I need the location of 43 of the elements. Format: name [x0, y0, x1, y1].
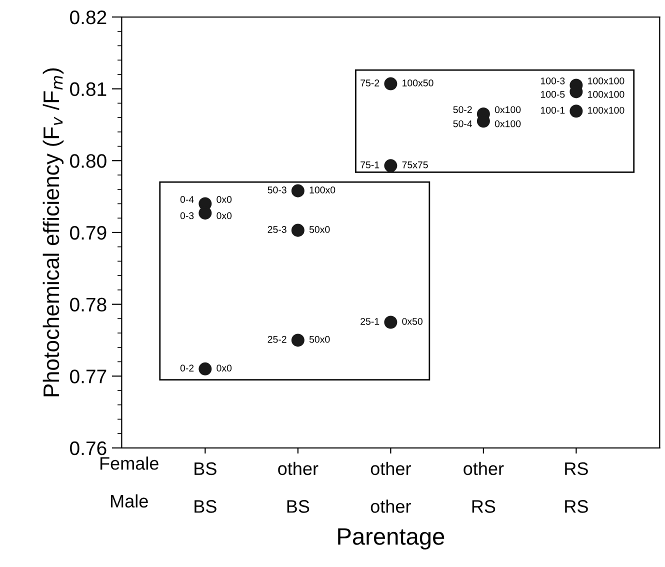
- y-tick-label: 0.80: [70, 154, 106, 168]
- category-label: other BS: [278, 462, 318, 513]
- y-tick-label: 0.77: [70, 370, 106, 384]
- annotation: 100x100: [588, 90, 624, 98]
- annotation: 25-3: [268, 226, 286, 233]
- y-tick-label: 0.81: [70, 82, 106, 96]
- annotation: 75-2: [360, 80, 380, 86]
- annotation: 0-3: [180, 212, 194, 220]
- y-tick-label: 0.82: [70, 10, 106, 24]
- category-label: BS BS: [194, 462, 216, 513]
- annotation: 50-2: [453, 106, 472, 114]
- annotation: 0x0: [216, 364, 232, 372]
- annotation: 75x75: [402, 162, 428, 168]
- annotation: 0x100: [494, 120, 521, 128]
- y-axis-title: Photochemical efficiency (F$_{v}$ /F$_{m}$): [42, 68, 64, 396]
- annotation: 0-4: [180, 196, 194, 203]
- annotation: 0x0: [216, 196, 232, 203]
- annotation: 100x0: [310, 186, 336, 194]
- annotation: 100x100: [588, 77, 624, 84]
- category-label: other other: [370, 462, 411, 513]
- annotation: 0x0: [216, 212, 232, 220]
- category-label: other RS: [464, 462, 504, 513]
- text: Female Male: [100, 456, 158, 508]
- annotation: 100-3: [540, 77, 565, 84]
- annotation: 50x0: [309, 336, 330, 343]
- y-tick-label: 0.79: [70, 226, 106, 240]
- annotation: 50-4: [453, 120, 472, 128]
- annotation: 0x50: [402, 318, 422, 325]
- annotation: 25-1: [360, 318, 380, 325]
- annotation: 50x0: [309, 226, 330, 233]
- y-tick-label: 0.76: [70, 441, 106, 456]
- annotation: 50-3: [268, 186, 286, 194]
- x-axis-title: Parentage: [338, 528, 444, 550]
- annotation: 100-5: [540, 90, 565, 98]
- annotation: 100x50: [402, 80, 434, 86]
- category-label: RS RS: [565, 462, 588, 513]
- annotation: 75-1: [360, 162, 380, 168]
- annotation: 0-2: [180, 364, 194, 372]
- annotation: 0x100: [494, 106, 521, 114]
- annotation: 25-2: [268, 336, 286, 343]
- annotation: 100x100: [588, 106, 624, 114]
- annotation: 100-1: [540, 106, 565, 114]
- y-tick-label: 0.78: [70, 298, 106, 312]
